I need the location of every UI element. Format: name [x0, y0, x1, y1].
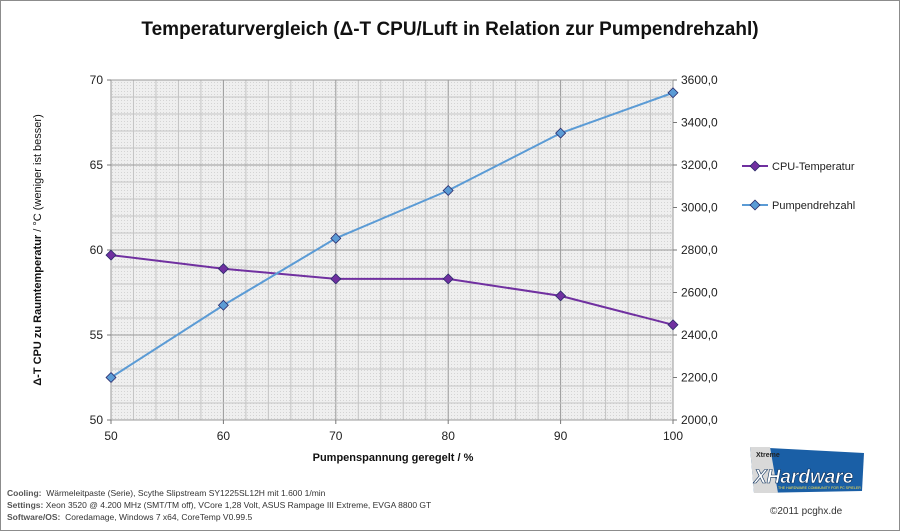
left-tick-label: 65: [90, 158, 104, 172]
x-tick-label: 50: [104, 429, 118, 443]
left-tick-label: 50: [90, 413, 104, 427]
data-point: [555, 290, 567, 302]
x-axis-ticks: 50 60 70 80 90 100: [104, 420, 683, 443]
logo-big-text: XHardware: [753, 467, 854, 488]
x-tick-label: 90: [554, 429, 568, 443]
data-point: [105, 249, 117, 261]
right-tick-label: 3400,0: [681, 116, 718, 130]
logo-tagline: THE HARDWARE COMMUNITY FOR PC SPIELER: [778, 486, 861, 490]
series-line: [110, 91, 674, 379]
right-tick-label: 2600,0: [681, 286, 718, 300]
data-point: [330, 232, 342, 244]
copyright: ©2011 pcghx.de: [770, 506, 843, 517]
legend-label: Pumpendrehzahl: [772, 200, 855, 212]
right-tick-label: 3200,0: [681, 158, 718, 172]
legend-item-1: CPU-Temperatur: [742, 160, 855, 173]
left-tick-label: 55: [90, 328, 104, 342]
data-point: [667, 319, 679, 331]
left-tick-label: 60: [90, 243, 104, 257]
series-1: [105, 249, 679, 331]
footer-software: Software/OS: Coredamage, Windows 7 x64, …: [7, 512, 253, 522]
data-point: [330, 273, 342, 285]
right-tick-label: 2000,0: [681, 413, 718, 427]
series-line: [110, 254, 674, 326]
legend: CPU-Temperatur Pumpendrehzahl: [742, 160, 855, 212]
logo-small-text: Xtreme: [756, 452, 780, 459]
data-point: [105, 371, 117, 384]
legend-item-2: Pumpendrehzahl: [742, 199, 855, 212]
right-tick-label: 2200,0: [681, 371, 718, 385]
right-axis-ticks: 2000,0 2200,0 2400,0 2600,0 2800,0 3000,0 3200…: [673, 73, 718, 427]
right-tick-label: 2800,0: [681, 243, 718, 257]
right-tick-label: 3600,0: [681, 73, 718, 87]
x-tick-label: 100: [663, 429, 683, 443]
legend-marker: [749, 160, 761, 172]
x-tick-label: 60: [217, 429, 231, 443]
series-2: [105, 87, 679, 384]
x-tick-label: 80: [442, 429, 456, 443]
footer-info: Cooling: Wärmeleitpaste (Serie), Scythe …: [7, 487, 431, 523]
left-axis-ticks: 50 55 60 65 70: [90, 73, 111, 427]
data-point: [555, 127, 567, 139]
data-point: [442, 273, 454, 285]
data-point: [217, 299, 229, 311]
right-tick-label: 3000,0: [681, 201, 718, 215]
x-axis-title: Pumpenspannung geregelt / %: [313, 452, 474, 464]
footer-cooling: Cooling: Wärmeleitpaste (Serie), Scythe …: [7, 488, 326, 498]
xtreme-hardware-logo: Xtreme XHardware THE HARDWARE COMMUNITY …: [748, 443, 866, 495]
data-point: [217, 263, 229, 275]
grid-lines: [110, 79, 674, 421]
data-point: [667, 87, 679, 99]
x-tick-label: 70: [329, 429, 343, 443]
legend-marker: [749, 199, 761, 211]
legend-label: CPU-Temperatur: [772, 161, 855, 173]
footer-settings: Settings: Xeon 3520 @ 4.200 MHz (SMT/TM …: [7, 500, 432, 510]
data-point: [442, 184, 454, 197]
series-layer: [105, 87, 679, 384]
right-tick-label: 2400,0: [681, 328, 718, 342]
y-axis-title-left: Δ-T CPU zu Raumtemperatur / °C (weniger …: [32, 114, 44, 385]
left-tick-label: 70: [90, 73, 104, 87]
chart-title: Temperaturvergleich (Δ-T CPU/Luft in Rel…: [141, 19, 759, 40]
